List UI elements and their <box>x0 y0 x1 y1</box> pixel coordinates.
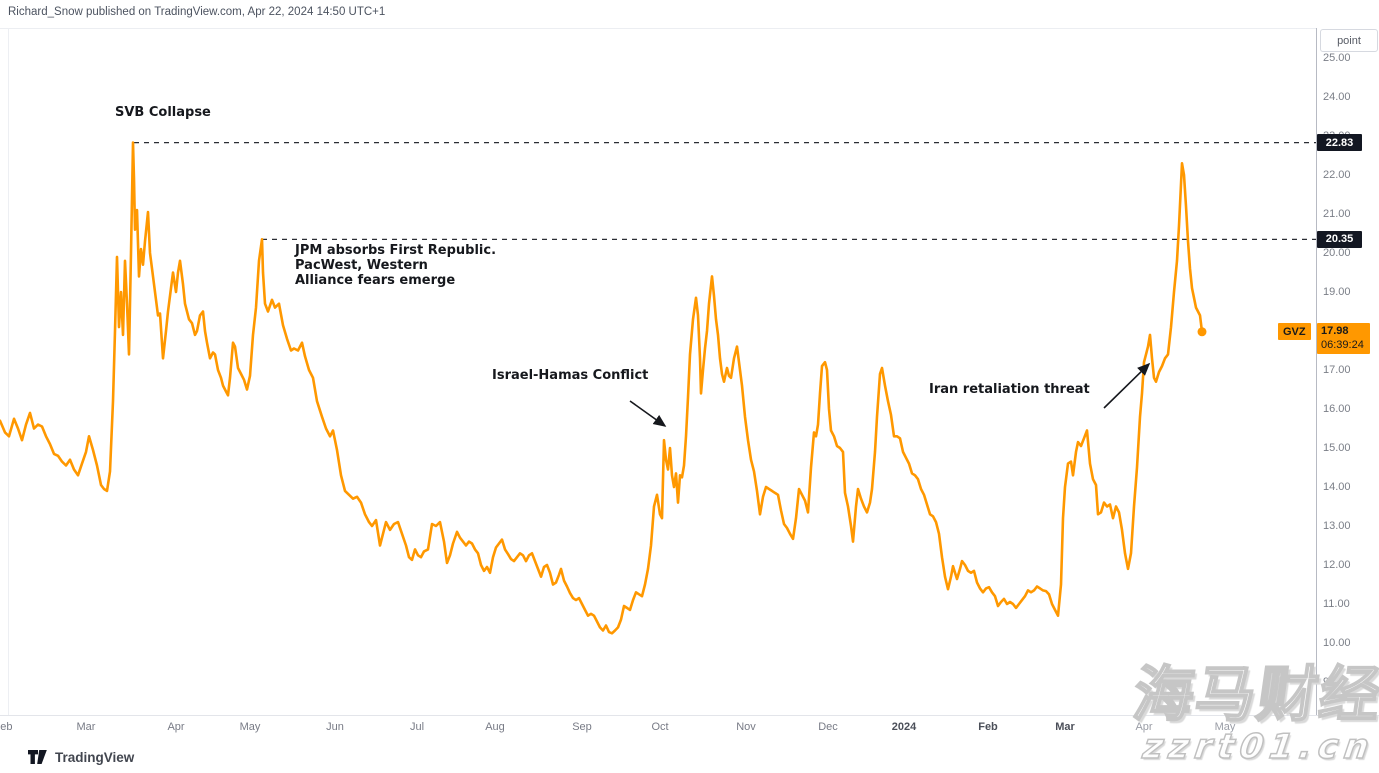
gvz-series-tag[interactable]: GVZ <box>1278 323 1311 341</box>
dashed-level-lines[interactable] <box>134 142 1316 240</box>
price-tick-label: 21.00 <box>1323 208 1351 220</box>
price-tick-label: 9.00 <box>1323 676 1345 688</box>
event-annotation-text[interactable]: JPM absorbs First Republic. PacWest, Wes… <box>295 243 497 288</box>
price-level-axis-label: 20.35 <box>1317 230 1362 248</box>
event-annotation-text[interactable]: SVB Collapse <box>115 105 211 120</box>
time-tick-label: Oct <box>651 721 669 733</box>
time-tick-label: Feb <box>0 721 13 733</box>
price-tick-label: 24.00 <box>1323 91 1351 103</box>
price-tick-label: 25.00 <box>1323 52 1351 64</box>
last-price-marker <box>1197 327 1207 337</box>
time-tick-label: Apr <box>167 721 185 733</box>
price-tick-label: 11.00 <box>1323 598 1350 610</box>
time-tick-label: Aug <box>485 721 505 733</box>
time-tick-label: Mar <box>76 721 96 733</box>
gvz-price-line[interactable] <box>0 141 1204 635</box>
price-tick-label: 12.00 <box>1323 559 1351 571</box>
time-axis[interactable]: Feb Mar Apr May Jun Jul Aug Sep Oct Nov Dec 2024 Feb… <box>0 715 1379 742</box>
price-tick-label: 20.00 <box>1323 247 1351 259</box>
countdown-timer: 06:39:24 <box>1321 338 1364 351</box>
attribution-text: Richard_Snow published on TradingView.co… <box>8 6 386 18</box>
time-tick-label: May <box>1214 721 1236 733</box>
tradingview-brand-text[interactable]: TradingView <box>55 749 135 765</box>
time-tick-label: Mar <box>1055 721 1075 733</box>
price-tick-label: 17.00 <box>1323 364 1351 376</box>
time-tick-label: 2024 <box>891 721 917 733</box>
event-annotation-text[interactable]: Iran retaliation threat <box>929 382 1090 397</box>
price-unit-button[interactable]: point <box>1320 29 1378 52</box>
event-annotation-text[interactable]: Israel-Hamas Conflict <box>492 368 649 383</box>
time-tick-label: May <box>239 721 261 733</box>
time-tick-label: Apr <box>1135 721 1153 733</box>
last-price-label: 17.98 06:39:24 <box>1317 322 1370 354</box>
annotation-arrows[interactable] <box>629 362 1151 427</box>
price-tick-label: 16.00 <box>1323 403 1351 415</box>
price-tick-label: 22.00 <box>1323 169 1351 181</box>
last-price-value: 17.98 <box>1321 324 1349 337</box>
time-tick-label: Dec <box>818 721 838 733</box>
time-tick-label: Sep <box>572 721 592 733</box>
price-tick-label: 10.00 <box>1323 637 1351 649</box>
time-tick-label: Nov <box>736 721 756 733</box>
tradingview-logo-icon[interactable] <box>28 750 47 764</box>
time-tick-label: Feb <box>978 721 998 733</box>
footer-bar: TradingView <box>0 741 1379 773</box>
price-axis[interactable]: 25.0024.0023.0022.0021.0020.0019.0018.00… <box>1316 28 1379 715</box>
price-tick-label: 19.00 <box>1323 286 1351 298</box>
price-tick-label: 14.00 <box>1323 481 1351 493</box>
event-arrow[interactable] <box>629 400 667 427</box>
chart-frame <box>0 28 1379 716</box>
event-arrow[interactable] <box>1103 362 1151 409</box>
time-tick-label: Jul <box>409 721 425 733</box>
chart-left-border <box>8 28 9 715</box>
price-tick-label: 15.00 <box>1323 442 1351 454</box>
time-tick-label: Jun <box>326 721 344 733</box>
price-tick-label: 13.00 <box>1323 520 1351 532</box>
price-level-axis-label: 22.83 <box>1317 134 1362 152</box>
